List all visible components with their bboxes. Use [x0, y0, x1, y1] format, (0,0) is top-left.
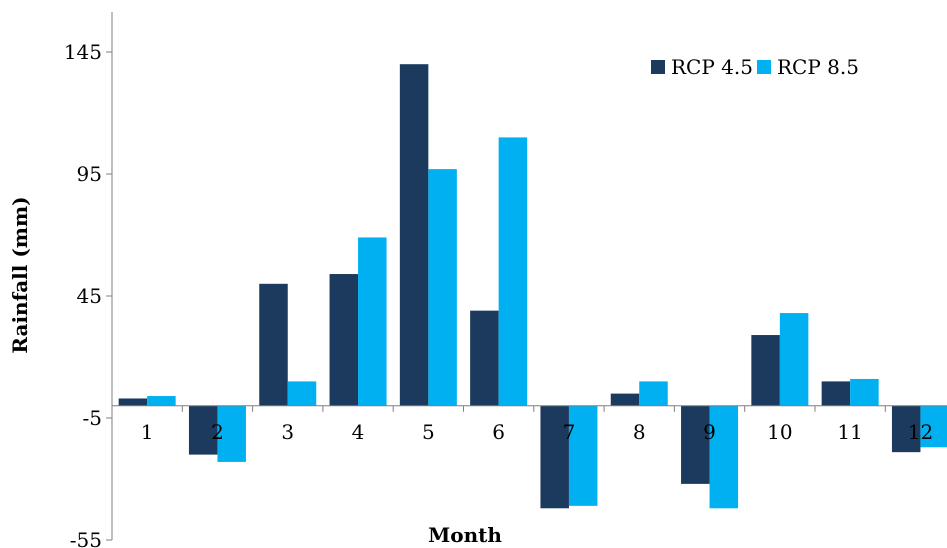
bar-series-1 — [540, 405, 569, 509]
bar-series-1 — [751, 335, 780, 406]
x-category-label: 2 — [211, 420, 224, 444]
bar-series-2 — [217, 405, 246, 462]
y-axis-title: Rainfall (mm) — [8, 196, 32, 353]
y-tick-label: -5 — [83, 406, 102, 430]
bar-series-1 — [329, 274, 359, 406]
bars — [118, 64, 947, 509]
bar-series-1 — [610, 393, 640, 406]
bar-series-2 — [147, 396, 176, 406]
bar-series-2 — [709, 405, 739, 509]
y-tick-label: 95 — [77, 162, 102, 186]
bar-series-1 — [118, 398, 148, 406]
bar-series-2 — [358, 237, 387, 406]
x-category-label: 10 — [767, 420, 792, 444]
x-category-label: 9 — [703, 420, 716, 444]
legend-label-series-2: RCP 8.5 — [777, 55, 859, 79]
y-tick-label: 145 — [64, 40, 102, 64]
bar-series-2 — [779, 313, 809, 406]
x-category-label: 12 — [908, 420, 933, 444]
bar-series-1 — [891, 405, 921, 453]
y-tick-label: -55 — [70, 528, 102, 548]
bar-series-2 — [568, 405, 598, 506]
y-axis: 145 95 45 -5 -55 — [64, 12, 113, 548]
x-category-label: 8 — [633, 420, 646, 444]
bar-series-2 — [287, 381, 317, 406]
y-tick-label: 45 — [77, 284, 102, 308]
legend-label-series-1: RCP 4.5 — [671, 55, 753, 79]
x-category-label: 7 — [563, 420, 576, 444]
bar-series-1 — [259, 283, 288, 406]
legend-swatch-series-1 — [651, 60, 665, 74]
bar-series-2 — [428, 169, 457, 406]
bar-series-1 — [188, 405, 218, 455]
x-axis-title: Month — [428, 523, 502, 547]
x-category-label: 1 — [141, 420, 154, 444]
bar-series-1 — [821, 381, 851, 406]
bar-series-2 — [639, 381, 668, 406]
x-axis: 1 2 3 4 5 6 7 8 9 10 11 12 — [111, 405, 947, 444]
legend: RCP 4.5 RCP 8.5 — [651, 55, 859, 79]
bar-series-1 — [470, 310, 499, 406]
x-category-label: 6 — [492, 420, 505, 444]
bar-series-2 — [850, 378, 879, 406]
x-category-label: 11 — [837, 420, 862, 444]
bar-series-1 — [399, 64, 429, 406]
x-category-label: 4 — [352, 420, 365, 444]
legend-swatch-series-2 — [757, 60, 771, 74]
x-category-label: 3 — [281, 420, 294, 444]
x-category-label: 5 — [422, 420, 435, 444]
bar-series-2 — [920, 405, 947, 448]
bar-series-2 — [498, 137, 528, 406]
bar-series-1 — [681, 405, 710, 484]
